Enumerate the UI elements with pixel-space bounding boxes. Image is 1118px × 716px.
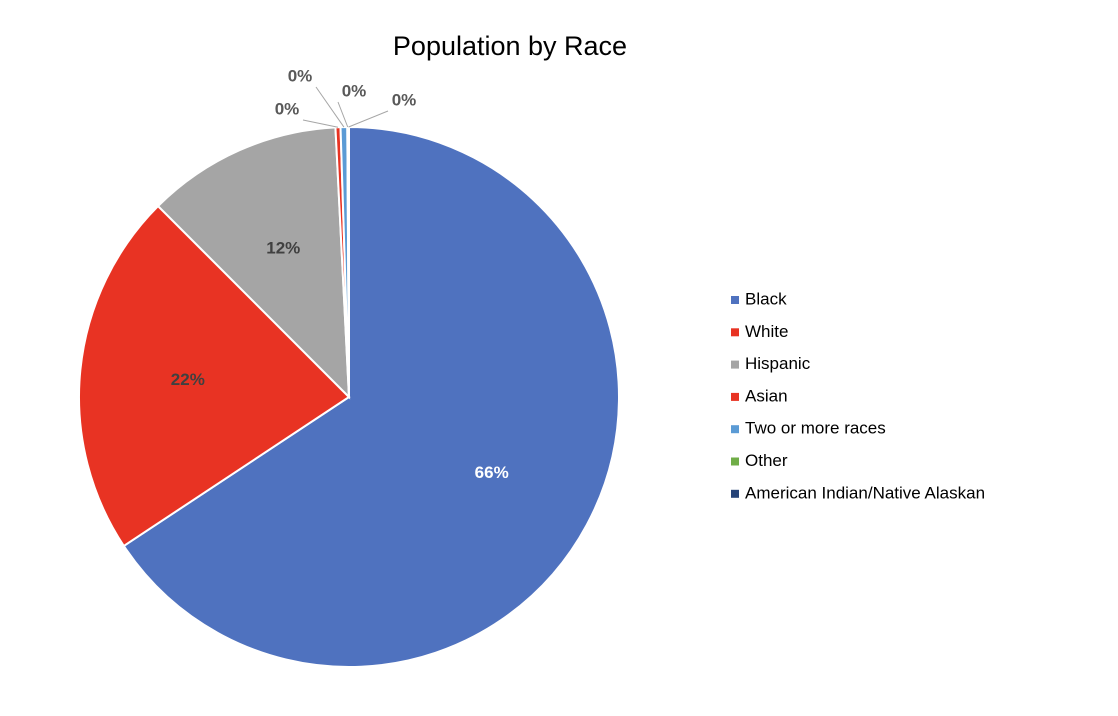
pie-slice	[156, 126, 351, 400]
data-label: 0%	[288, 66, 313, 85]
data-label: 22%	[171, 370, 205, 389]
legend-marker	[731, 328, 739, 337]
pie-slice	[122, 125, 620, 668]
legend-label: White	[745, 322, 788, 341]
chart-title: Population by Race	[393, 31, 627, 61]
pie-slice	[347, 125, 350, 398]
data-label: 12%	[266, 238, 300, 257]
leader-line	[315, 86, 345, 128]
legend-marker	[731, 425, 739, 434]
data-label: 0%	[342, 81, 367, 100]
data-label: 0%	[392, 90, 417, 109]
pie-slice	[78, 204, 351, 548]
leader-line	[348, 110, 389, 128]
legend-marker	[731, 489, 739, 498]
legend-marker	[731, 457, 739, 466]
leader-line	[337, 101, 349, 128]
legend-marker	[731, 392, 739, 401]
legend-label: Asian	[745, 386, 788, 405]
legend-label: Black	[745, 289, 787, 308]
legend-marker	[731, 296, 739, 304]
data-label: 66%	[475, 463, 509, 482]
legend-marker	[731, 360, 739, 369]
legend-label: Hispanic	[745, 354, 811, 373]
legend-label: Other	[745, 451, 788, 470]
leader-line	[302, 119, 339, 128]
data-label: 0%	[275, 99, 300, 118]
legend-label: American Indian/Native Alaskan	[745, 483, 985, 502]
legend-label: Two or more races	[745, 419, 886, 438]
